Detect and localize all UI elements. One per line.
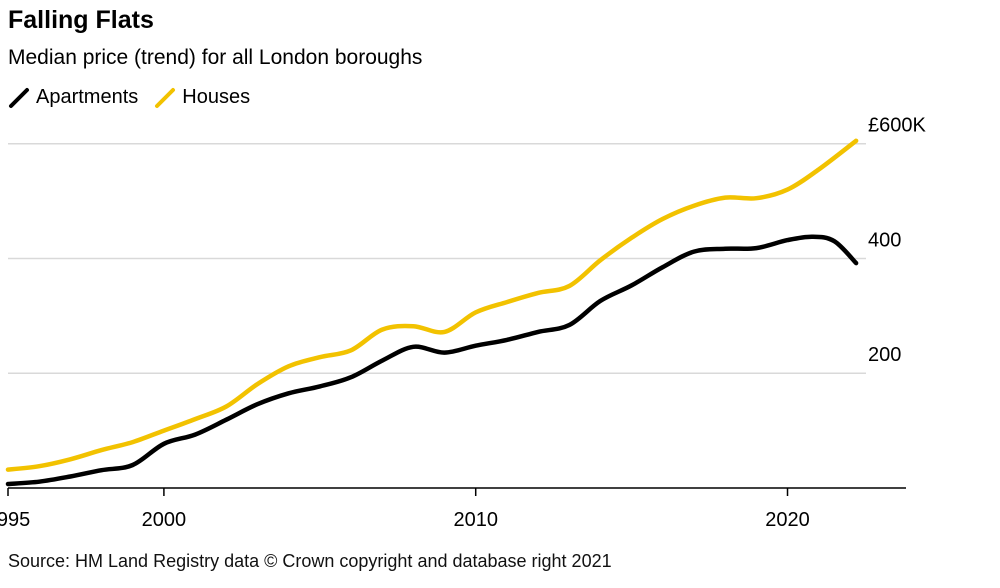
legend-swatch-apartments — [9, 87, 29, 108]
series-line-apartments — [5, 234, 859, 487]
legend: Apartments Houses — [8, 86, 266, 109]
legend-label-houses: Houses — [182, 86, 251, 108]
x-tick-label-2000: 2000 — [142, 509, 187, 531]
legend-item-houses: Houses — [154, 86, 250, 109]
y-tick-label-400: 400 — [868, 229, 901, 251]
legend-label-apartments: Apartments — [36, 86, 139, 108]
source-note: Source: HM Land Registry data © Crown co… — [8, 551, 612, 571]
x-tick-label-2020: 2020 — [765, 509, 810, 531]
x-tick-label-1995: 1995 — [0, 509, 30, 531]
chart-subtitle: Median price (trend) for all London boro… — [8, 46, 423, 69]
y-tick-label-600: £600K — [868, 115, 926, 137]
legend-swatch-houses — [155, 87, 176, 108]
x-tick-label-2010: 2010 — [453, 509, 498, 531]
chart-title: Falling Flats — [8, 6, 154, 34]
legend-item-apartments: Apartments — [8, 86, 138, 109]
y-tick-label-200: 200 — [868, 344, 901, 366]
series-line-houses — [5, 138, 859, 472]
